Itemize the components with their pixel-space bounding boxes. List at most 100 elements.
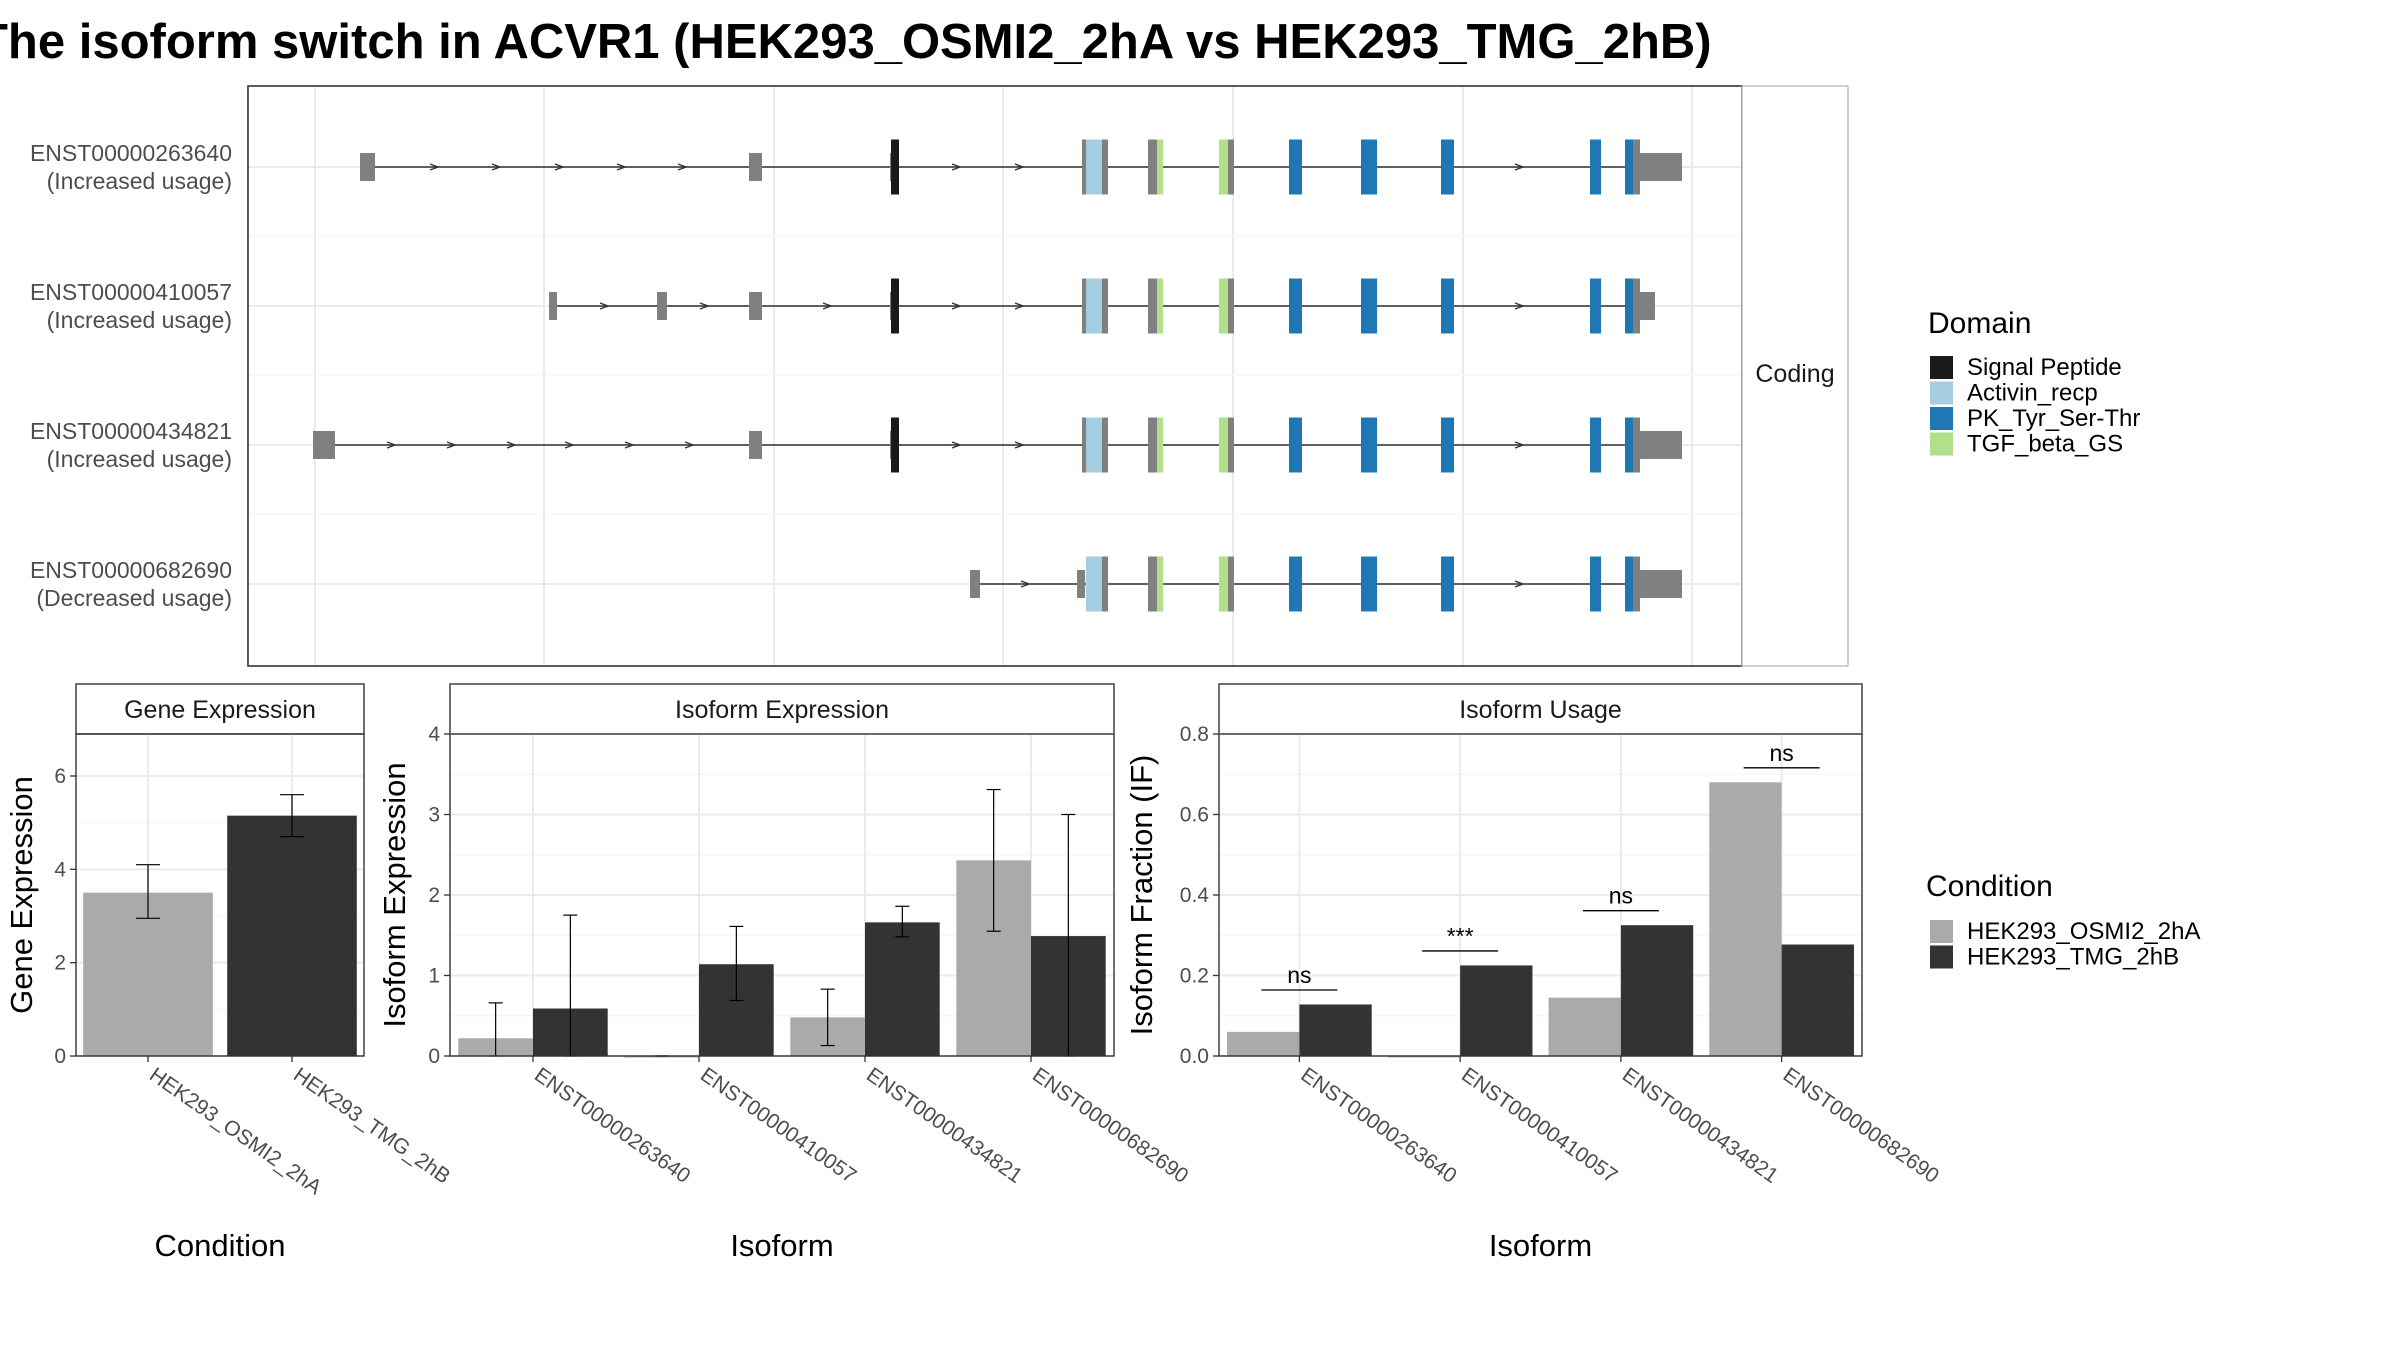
transcript-id-label: ENST00000682690 bbox=[30, 557, 232, 583]
strand-arrow bbox=[386, 441, 397, 449]
transcript-model bbox=[313, 417, 1682, 473]
y-tick-label: 0.6 bbox=[1180, 804, 1209, 827]
x-tick-label: ENST00000434821 bbox=[862, 1063, 1026, 1188]
transcript-models bbox=[313, 139, 1682, 612]
strand-arrow bbox=[1514, 580, 1525, 588]
strand-arrow bbox=[822, 302, 833, 310]
strand-arrow bbox=[684, 441, 695, 449]
bar bbox=[1548, 997, 1621, 1056]
transcript-usage-label: (Decreased usage) bbox=[36, 585, 232, 611]
domain-legend-label: Activin_recp bbox=[1967, 380, 2098, 407]
domain-exon-block bbox=[1157, 278, 1163, 334]
domain-exon-block bbox=[1086, 139, 1106, 195]
y-tick-label: 0.8 bbox=[1180, 723, 1209, 746]
condition-legend-title: Condition bbox=[1926, 870, 2053, 903]
exon-block bbox=[1640, 292, 1655, 320]
strand-arrow bbox=[564, 441, 575, 449]
bar bbox=[227, 815, 357, 1056]
domain-exon-block bbox=[1441, 417, 1454, 473]
exon-block bbox=[1102, 278, 1108, 334]
figure-title: The isoform switch in ACVR1 (HEK293_OSMI… bbox=[0, 15, 1712, 69]
domain-exon-block bbox=[1086, 417, 1106, 473]
y-axis-title: Gene Expression bbox=[4, 776, 39, 1014]
domain-exon-block bbox=[1157, 139, 1163, 195]
y-tick-label: 0 bbox=[428, 1045, 440, 1068]
exon-block bbox=[1102, 139, 1108, 195]
domain-exon-block bbox=[1289, 139, 1302, 195]
domain-exon-block bbox=[1590, 278, 1601, 334]
exon-block bbox=[1228, 417, 1234, 473]
strand-arrow bbox=[554, 163, 565, 171]
structure-panel-background bbox=[248, 86, 1742, 666]
transcript-structure-panel: Coding ENST00000263640(Increased usage)E… bbox=[30, 85, 1849, 667]
bar bbox=[83, 892, 213, 1056]
exon-block bbox=[360, 153, 375, 181]
condition-legend-label: HEK293_OSMI2_2hA bbox=[1967, 918, 2200, 945]
exon-block bbox=[1633, 139, 1640, 195]
exon-block bbox=[1633, 278, 1640, 334]
transcript-usage-label: (Increased usage) bbox=[47, 307, 232, 333]
domain-legend-swatch bbox=[1930, 381, 1953, 405]
panel-strip-label: Isoform Expression bbox=[675, 696, 889, 724]
bar bbox=[1709, 782, 1782, 1056]
x-tick-label: ENST00000682690 bbox=[1779, 1063, 1943, 1188]
domain-exon-block bbox=[1441, 139, 1454, 195]
panel-strip bbox=[75, 683, 365, 735]
exon-block bbox=[657, 292, 667, 320]
domain-exon-block bbox=[1590, 139, 1601, 195]
y-axis-title: Isoform Fraction (IF) bbox=[1124, 755, 1159, 1036]
bar bbox=[1387, 1056, 1461, 1058]
x-tick-label: ENST00000263640 bbox=[1297, 1063, 1461, 1188]
significance-label: ns bbox=[1609, 883, 1633, 909]
exon-block bbox=[1640, 431, 1682, 459]
domain-legend-swatch bbox=[1930, 356, 1953, 379]
panel-strip-label: Isoform Usage bbox=[1459, 696, 1622, 724]
y-tick-label: 6 bbox=[54, 765, 66, 788]
strand-arrow bbox=[1014, 163, 1025, 171]
x-axis-title: Isoform bbox=[730, 1228, 833, 1263]
x-tick-label: ENST00000682690 bbox=[1028, 1063, 1192, 1188]
bar bbox=[1781, 944, 1854, 1056]
domain-exon-block bbox=[1361, 139, 1377, 195]
domain-legend: Domain Signal PeptideActivin_recpPK_Tyr_… bbox=[1928, 307, 2140, 458]
y-tick-label: 4 bbox=[428, 723, 440, 746]
domain-exon-block bbox=[1289, 556, 1302, 612]
exon-block bbox=[1228, 556, 1234, 612]
strand-arrow bbox=[429, 163, 440, 171]
exon-block bbox=[1640, 153, 1682, 181]
x-tick-label: HEK293_TMG_2hB bbox=[289, 1063, 454, 1188]
exon-block bbox=[1102, 556, 1108, 612]
strand-arrow bbox=[446, 441, 457, 449]
domain-exon-block bbox=[1441, 556, 1454, 612]
domain-exon-block bbox=[1441, 278, 1454, 334]
strand-arrow bbox=[951, 163, 962, 171]
domain-exon-block bbox=[1289, 417, 1302, 473]
significance-label: ns bbox=[1287, 962, 1311, 988]
y-axis-title: Isoform Expression bbox=[377, 762, 412, 1027]
x-tick-label: ENST00000263640 bbox=[530, 1063, 694, 1188]
domain-exon-block bbox=[1219, 417, 1230, 473]
domain-exon-block bbox=[1625, 417, 1634, 473]
x-tick-label: ENST00000410057 bbox=[696, 1063, 860, 1188]
domain-exon-block bbox=[1219, 556, 1230, 612]
y-tick-label: 2 bbox=[54, 952, 66, 975]
domain-legend-swatch bbox=[1930, 432, 1953, 456]
exon-block bbox=[749, 153, 762, 181]
exon-block bbox=[1228, 139, 1234, 195]
x-axis-title: Condition bbox=[155, 1228, 286, 1263]
y-tick-label: 0 bbox=[54, 1045, 66, 1068]
strand-arrow bbox=[1020, 580, 1031, 588]
strand-arrow bbox=[951, 441, 962, 449]
x-tick-label: ENST00000410057 bbox=[1457, 1063, 1621, 1188]
exon-block bbox=[749, 431, 762, 459]
condition-legend-swatch bbox=[1930, 945, 1953, 969]
strand-arrow bbox=[677, 163, 688, 171]
strand-arrow bbox=[616, 163, 627, 171]
domain-exon-block bbox=[1625, 556, 1634, 612]
domain-exon-block bbox=[1157, 556, 1163, 612]
strand-arrow bbox=[699, 302, 710, 310]
domain-legend-label: Signal Peptide bbox=[1967, 354, 2122, 381]
y-tick-label: 4 bbox=[54, 858, 66, 881]
bar bbox=[1299, 1004, 1372, 1056]
